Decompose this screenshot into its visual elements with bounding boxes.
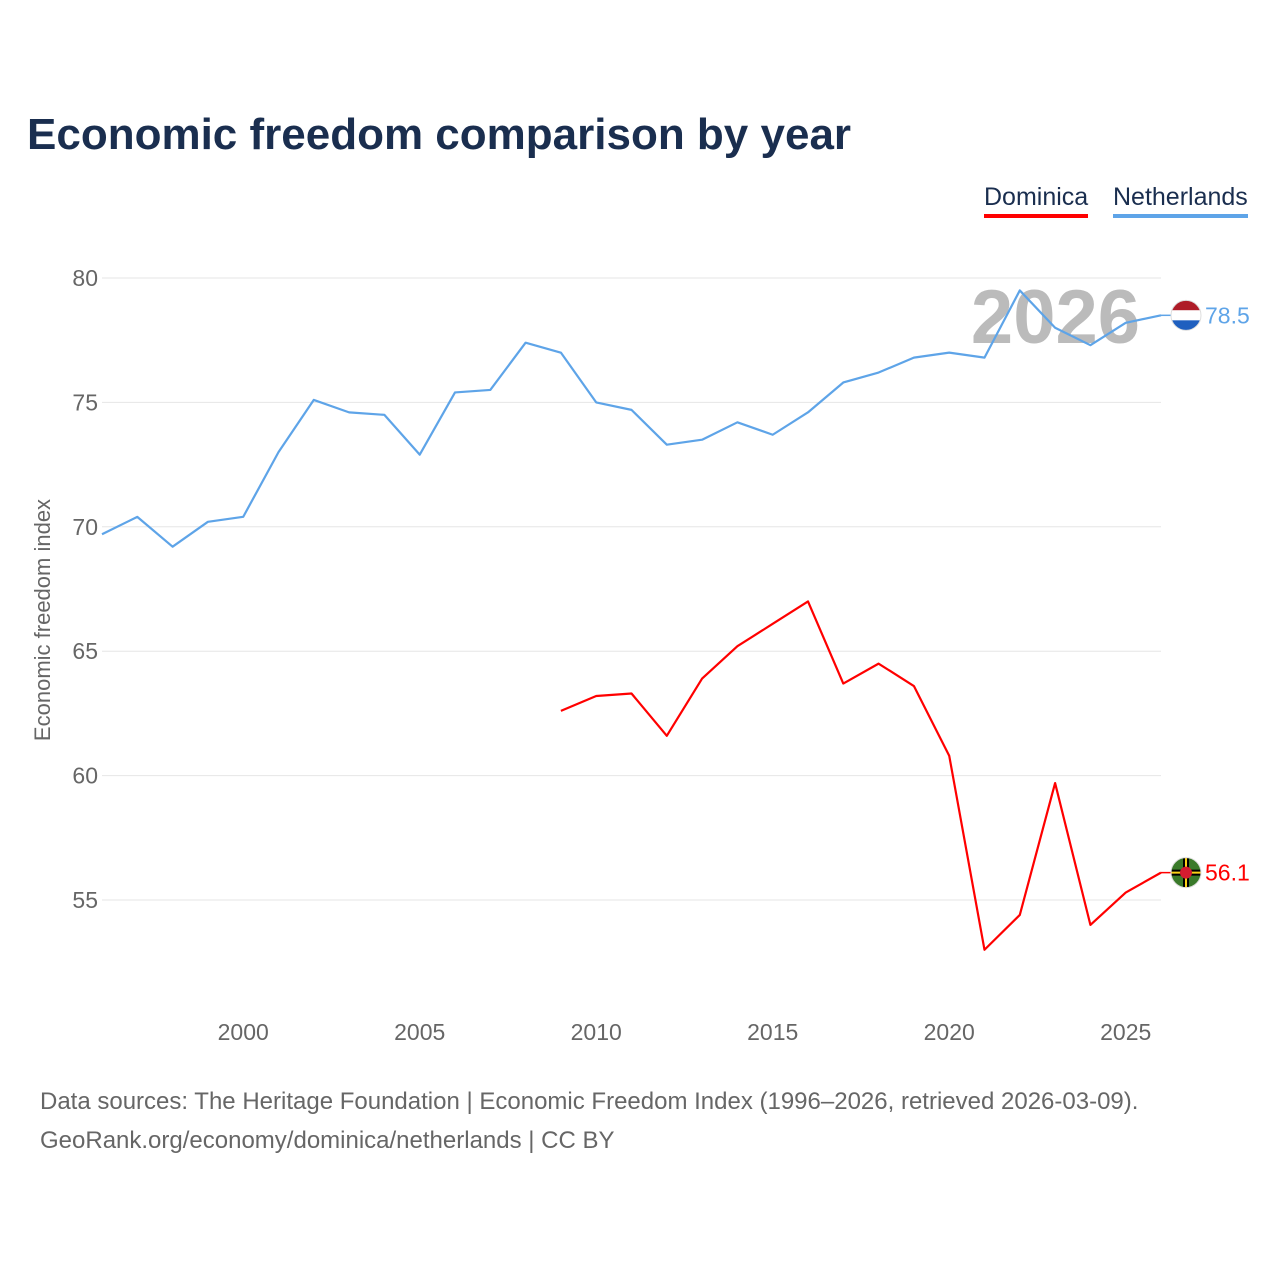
source-link[interactable]: GeoRank.org/economy/dominica/netherlands… — [40, 1127, 615, 1154]
flag-stripe-white — [1171, 310, 1201, 321]
legend-netherlands[interactable]: Netherlands — [1113, 183, 1248, 218]
y-tick-label: 65 — [72, 638, 98, 664]
flag-disc — [1180, 866, 1192, 879]
line-chart: 80 75 70 65 60 55 2000 2005 2010 2015 2020 2025 Econ… — [30, 265, 1250, 1045]
chart-title: Economic freedom comparison by year — [27, 110, 852, 159]
y-tick-label: 75 — [72, 389, 98, 415]
end-value-label: 56.1 — [1205, 860, 1250, 886]
x-tick-label: 2000 — [218, 1019, 269, 1045]
x-tick-label: 2020 — [924, 1019, 975, 1045]
x-tick-label: 2015 — [747, 1019, 798, 1045]
series-line-dominica — [560, 600, 1162, 951]
y-axis-label: Economic freedom index — [30, 499, 55, 741]
dominica-flag-icon — [1170, 857, 1202, 889]
source-note: Data sources: The Heritage Foundation | … — [40, 1088, 1139, 1115]
flag-border — [1170, 857, 1202, 889]
end-value-label: 78.5 — [1205, 302, 1250, 328]
y-tick-label: 70 — [72, 514, 98, 540]
x-tick-label: 2025 — [1100, 1019, 1151, 1045]
legend-dominica[interactable]: Dominica — [984, 183, 1089, 218]
flag-border — [1170, 299, 1202, 331]
year-watermark: 2026 — [971, 275, 1140, 360]
y-tick-label: 55 — [72, 887, 98, 913]
flag-stripe-blue — [1171, 320, 1201, 331]
y-tick-label: 80 — [72, 265, 98, 291]
y-tick-label: 60 — [72, 763, 98, 789]
flag-stripe-red — [1171, 300, 1201, 311]
x-tick-label: 2005 — [394, 1019, 445, 1045]
x-tick-label: 2010 — [571, 1019, 622, 1045]
flag-body — [1171, 857, 1201, 888]
netherlands-flag-icon — [1170, 299, 1202, 331]
flag-body — [1171, 300, 1201, 331]
